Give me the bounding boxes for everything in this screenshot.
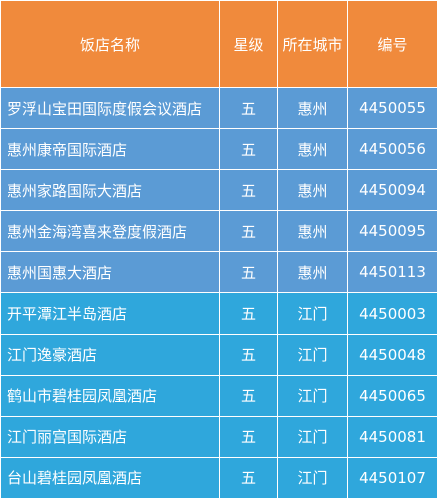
code-cell: 4450113 xyxy=(347,251,438,294)
code-cell: 4450081 xyxy=(347,415,438,458)
star-level-cell: 五 xyxy=(219,128,278,171)
code-cell: 4450107 xyxy=(347,456,438,500)
hotel-name-cell: 惠州国惠大酒店 xyxy=(0,251,220,294)
table-row: 罗浮山宝田国际度假会议酒店 五 惠州 4450055 xyxy=(0,86,438,130)
header-code: 编号 xyxy=(347,0,438,88)
table-row: 惠州金海湾喜来登度假酒店 五 惠州 4450095 xyxy=(0,210,438,253)
hotel-name-cell: 开平潭江半岛酒店 xyxy=(0,292,220,335)
table-row: 惠州康帝国际酒店 五 惠州 4450056 xyxy=(0,128,438,171)
hotel-name-cell: 台山碧桂园凤凰酒店 xyxy=(0,456,220,500)
city-cell: 江门 xyxy=(277,333,348,376)
header-row: 饭店名称 星级 所在城市 编号 xyxy=(0,0,438,88)
city-cell: 江门 xyxy=(277,374,348,417)
city-cell: 江门 xyxy=(277,292,348,335)
city-cell: 江门 xyxy=(277,456,348,500)
star-level-cell: 五 xyxy=(219,374,278,417)
code-cell: 4450095 xyxy=(347,210,438,253)
city-cell: 惠州 xyxy=(277,128,348,171)
code-cell: 4450065 xyxy=(347,374,438,417)
table-body: 罗浮山宝田国际度假会议酒店 五 惠州 4450055 惠州康帝国际酒店 五 惠州… xyxy=(0,86,438,500)
code-cell: 4450003 xyxy=(347,292,438,335)
table-row: 开平潭江半岛酒店 五 江门 4450003 xyxy=(0,292,438,335)
hotel-name-cell: 惠州金海湾喜来登度假酒店 xyxy=(0,210,220,253)
table-row: 惠州家路国际大酒店 五 惠州 4450094 xyxy=(0,169,438,212)
star-level-cell: 五 xyxy=(219,210,278,253)
code-cell: 4450055 xyxy=(347,86,438,130)
table-row: 江门丽宫国际酒店 五 江门 4450081 xyxy=(0,415,438,458)
star-level-cell: 五 xyxy=(219,456,278,500)
hotel-name-cell: 惠州康帝国际酒店 xyxy=(0,128,220,171)
hotel-name-cell: 江门丽宫国际酒店 xyxy=(0,415,220,458)
city-cell: 惠州 xyxy=(277,169,348,212)
header-city: 所在城市 xyxy=(277,0,348,88)
star-level-cell: 五 xyxy=(219,333,278,376)
table-row: 台山碧桂园凤凰酒店 五 江门 4450107 xyxy=(0,456,438,500)
city-cell: 惠州 xyxy=(277,86,348,130)
header-hotel-name: 饭店名称 xyxy=(0,0,220,88)
star-level-cell: 五 xyxy=(219,292,278,335)
table-row: 鹤山市碧桂园凤凰酒店 五 江门 4450065 xyxy=(0,374,438,417)
star-level-cell: 五 xyxy=(219,169,278,212)
table-row: 惠州国惠大酒店 五 惠州 4450113 xyxy=(0,251,438,294)
code-cell: 4450048 xyxy=(347,333,438,376)
table-row: 江门逸豪酒店 五 江门 4450048 xyxy=(0,333,438,376)
hotel-name-cell: 罗浮山宝田国际度假会议酒店 xyxy=(0,86,220,130)
hotel-name-cell: 江门逸豪酒店 xyxy=(0,333,220,376)
hotel-name-cell: 鹤山市碧桂园凤凰酒店 xyxy=(0,374,220,417)
city-cell: 惠州 xyxy=(277,251,348,294)
code-cell: 4450056 xyxy=(347,128,438,171)
city-cell: 江门 xyxy=(277,415,348,458)
header-star-level: 星级 xyxy=(219,0,278,88)
table-header: 饭店名称 星级 所在城市 编号 xyxy=(0,0,438,88)
star-level-cell: 五 xyxy=(219,86,278,130)
code-cell: 4450094 xyxy=(347,169,438,212)
city-cell: 惠州 xyxy=(277,210,348,253)
star-level-cell: 五 xyxy=(219,415,278,458)
star-level-cell: 五 xyxy=(219,251,278,294)
hotel-name-cell: 惠州家路国际大酒店 xyxy=(0,169,220,212)
